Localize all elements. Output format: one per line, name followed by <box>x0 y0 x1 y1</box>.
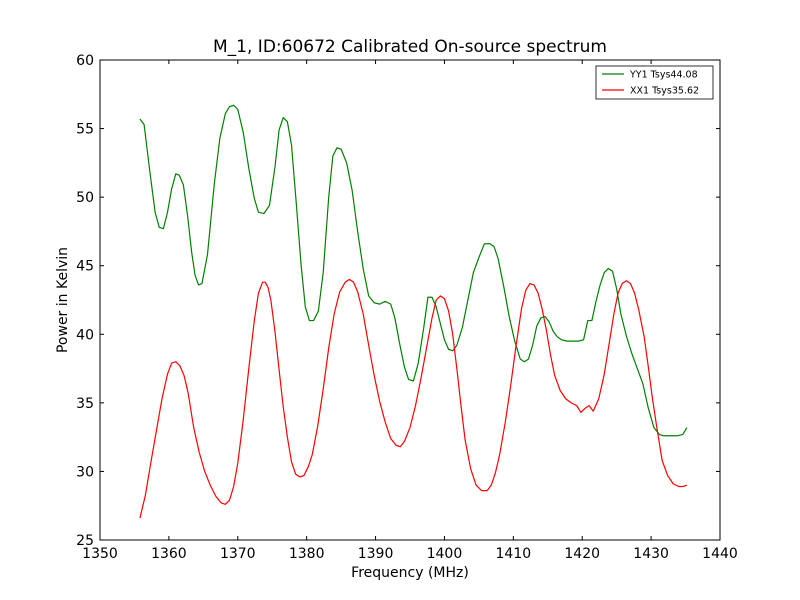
x-tick-label: 1380 <box>289 546 325 562</box>
plot-area: 1350 1360 1370 1380 1390 1400 1410 1420 1430 1440… <box>76 53 738 562</box>
x-tick-label: 1350 <box>82 546 118 562</box>
y-tick-label: 60 <box>76 53 94 69</box>
legend-label-yy1: YY1 Tsys44.08 <box>629 70 698 81</box>
y-tick-label: 45 <box>76 259 94 275</box>
y-axis-label: Power in Kelvin <box>55 247 71 353</box>
legend: YY1 Tsys44.08 XX1 Tsys35.62 <box>595 65 714 100</box>
x-tick-label: 1370 <box>220 546 256 562</box>
x-tick-label: 1420 <box>564 546 600 562</box>
y-tick-label: 35 <box>76 396 94 412</box>
y-tick-label: 40 <box>76 327 94 343</box>
x-axis-label: Frequency (MHz) <box>351 565 469 581</box>
x-tick-label: 1360 <box>151 546 187 562</box>
x-tick-label: 1410 <box>496 546 532 562</box>
y-tick-label: 50 <box>76 190 94 206</box>
chart-title: M_1, ID:60672 Calibrated On-source spect… <box>213 37 607 57</box>
series-line-1 <box>139 278 688 519</box>
y-tick-label: 25 <box>76 533 94 549</box>
x-tick-label: 1390 <box>358 546 394 562</box>
y-tick-label: 55 <box>76 122 94 138</box>
x-tick-label: 1430 <box>633 546 669 562</box>
legend-box <box>595 65 714 100</box>
series-line-0 <box>139 104 688 437</box>
y-tick-label: 30 <box>76 464 94 480</box>
axes-frame <box>99 59 721 541</box>
x-tick-label: 1400 <box>427 546 463 562</box>
legend-label-xx1: XX1 Tsys35.62 <box>630 86 699 97</box>
x-tick-label: 1440 <box>702 546 738 562</box>
